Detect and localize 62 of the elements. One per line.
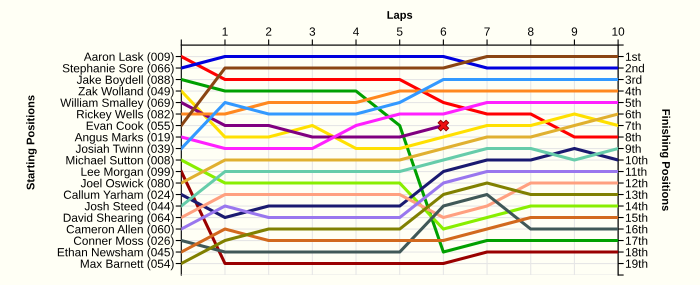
y2-tick-label: 12th: [626, 178, 648, 188]
x-tick-label: 8: [528, 27, 534, 36]
x-tick-label: 1: [222, 28, 228, 36]
line-series: [181, 78, 618, 150]
x-tick-label: 3: [310, 27, 316, 36]
category-label: Conner Moss (026): [74, 236, 174, 248]
y2-tick-label: 19th: [626, 259, 648, 268]
y2-tick-label: 7th: [626, 121, 641, 130]
y2-tick-label: 16th: [626, 224, 648, 234]
category-label: Angus Marks (019): [74, 132, 174, 144]
y2-tick-label: 15th: [626, 213, 648, 222]
y2-tick-label: 14th: [626, 202, 648, 210]
y2-tick-label: 10th: [626, 156, 648, 164]
x-tick-label: 4: [353, 28, 359, 36]
y2-tick-label: 2nd: [626, 64, 644, 72]
y2-tick-label: 1st: [626, 52, 641, 61]
y2-tick-label: 8th: [626, 132, 641, 142]
category-label: Rickey Wells (082): [77, 110, 174, 121]
text: Starting Positions: [26, 95, 37, 190]
line-series: [181, 158, 618, 231]
y2-tick-label: 17th: [626, 236, 648, 245]
category-label: Ethan Newsham (045): [58, 248, 174, 259]
category-label: Zak Wolland (049): [78, 86, 174, 98]
line-series: [181, 216, 618, 254]
line-series: [181, 101, 618, 150]
category-label: Josiah Twinn (039): [76, 144, 174, 156]
x-tick-label: 9: [572, 27, 578, 36]
y2-tick-label: 13th: [626, 190, 648, 199]
line-series: [181, 112, 618, 185]
y2-tick-label: 18th: [626, 248, 648, 256]
line-series: [181, 147, 618, 208]
x-tick-label: 7: [484, 28, 490, 36]
y2-tick-label: 6th: [626, 110, 641, 118]
category-label: Lee Morgan (099): [81, 167, 174, 178]
category-label: Josh Steed (044): [84, 202, 174, 213]
category-label: Aaron Lask (009): [84, 52, 174, 64]
line-series: [181, 192, 618, 254]
x-tick-label: 2: [266, 27, 272, 36]
y2-tick-label: 3rd: [625, 75, 642, 84]
y2-tick-label: 9th: [626, 144, 641, 153]
line-series: [181, 147, 618, 220]
category-label: Cameron Allen (060): [66, 224, 174, 236]
y2-tick-label: 4th: [625, 86, 641, 96]
y2-tick-label: 5th: [626, 98, 641, 107]
category-label: Jake Boydell (088): [76, 75, 174, 86]
x-tick-label: 5: [396, 28, 402, 36]
category-label: William Smalley (069): [60, 98, 174, 110]
y2-tick-label: 11th: [626, 167, 646, 176]
category-label: Max Barnett (054): [80, 259, 174, 270]
line-series: [181, 170, 618, 231]
category-label: Stephanie Sore (066): [62, 64, 174, 75]
x-axis-title: Laps: [387, 11, 412, 22]
line-series: [181, 181, 618, 220]
category-label: Evan Cook (055): [86, 121, 174, 132]
category-label: Michael Sutton (008): [66, 156, 174, 167]
category-label: Joel Oswick (080): [80, 178, 174, 190]
x-tick-label: 6: [440, 27, 446, 36]
y2-axis-title: Finishing Positions: [660, 110, 670, 211]
x-tick-label: 10: [612, 27, 624, 36]
category-label: Callum Yarham (024): [64, 190, 174, 202]
line-series: [181, 90, 618, 150]
category-label: David Shearing (064): [64, 213, 174, 224]
